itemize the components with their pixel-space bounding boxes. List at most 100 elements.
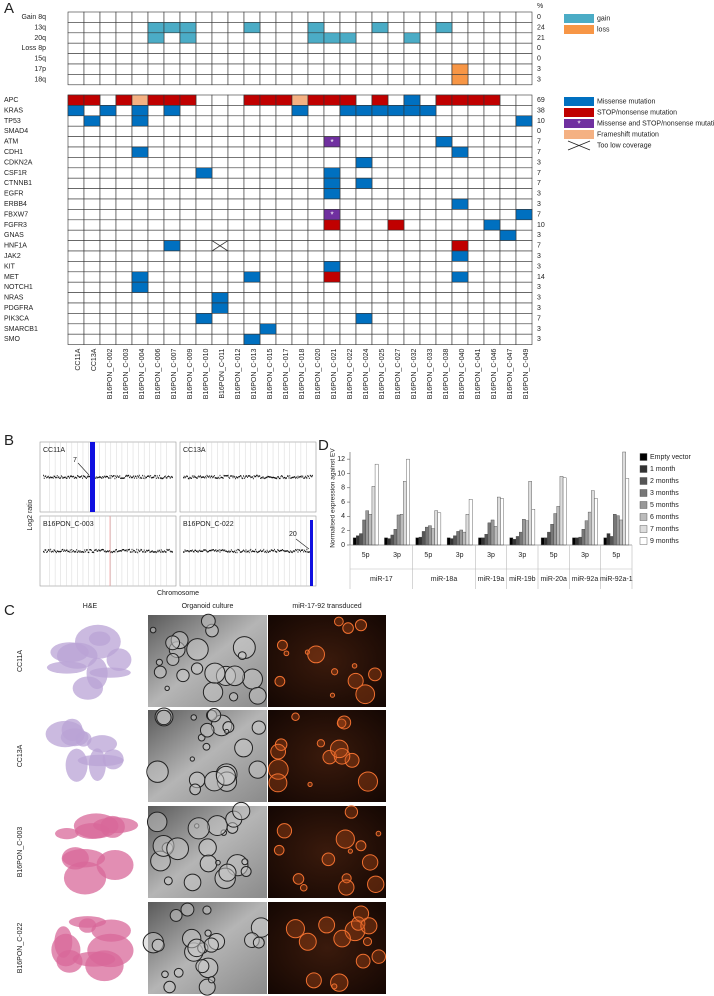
grid-cell xyxy=(387,333,405,345)
grid-cell xyxy=(67,74,85,86)
grid-cell xyxy=(259,240,277,252)
cell xyxy=(131,281,149,293)
grid-cell xyxy=(451,177,469,189)
bar xyxy=(553,513,558,546)
grid-cell xyxy=(323,240,341,252)
grid-cell xyxy=(355,125,373,137)
grid-cell xyxy=(291,323,309,335)
cell xyxy=(259,94,277,106)
grid-cell xyxy=(323,313,341,325)
grid-cell xyxy=(115,281,133,293)
grid-cell xyxy=(163,323,181,335)
row-label: CSF1R xyxy=(4,170,27,177)
annotation: 7 xyxy=(73,457,77,464)
grid-cell xyxy=(115,22,133,34)
grid-cell xyxy=(195,74,213,86)
grid-cell xyxy=(499,219,517,231)
fluorescent-organoid xyxy=(360,917,378,935)
row-label: MET xyxy=(4,274,20,281)
grid-cell xyxy=(163,74,181,86)
grid-cell xyxy=(275,271,293,283)
grid-cell xyxy=(243,74,261,86)
grid-cell xyxy=(419,240,437,252)
grid-cell xyxy=(291,115,309,127)
sample-label: B16PON_C-032 xyxy=(411,349,418,400)
grid-cell xyxy=(515,250,533,262)
row-label: Loss 8p xyxy=(21,45,46,52)
grid-cell xyxy=(179,125,197,137)
sample-label: B16PON_C-004 xyxy=(139,349,146,400)
grid-cell xyxy=(67,136,85,148)
grid-cell xyxy=(451,167,469,179)
grid-cell xyxy=(307,188,325,200)
bar xyxy=(359,533,363,546)
fluorescent-organoid xyxy=(347,672,364,689)
row-percent: 3 xyxy=(537,159,541,166)
row-percent: 7 xyxy=(537,139,541,146)
bar xyxy=(384,537,388,546)
legend-cross xyxy=(567,140,591,151)
grid-cell xyxy=(163,292,181,304)
grid-cell xyxy=(211,198,229,210)
grid-cell xyxy=(179,157,197,169)
bar xyxy=(622,451,626,546)
bar xyxy=(356,535,360,546)
grid-cell xyxy=(243,32,261,44)
cell xyxy=(355,157,373,169)
organoid xyxy=(228,692,239,702)
bar xyxy=(390,534,395,546)
sample-label: B16PON_C-003 xyxy=(123,349,130,400)
grid-cell xyxy=(259,271,277,283)
legend-swatch xyxy=(639,453,648,461)
bar xyxy=(399,514,404,546)
grid-cell xyxy=(211,167,229,179)
grid-cell xyxy=(451,209,469,221)
grid-cell xyxy=(371,313,389,325)
grid-cell xyxy=(195,42,213,54)
grid-cell xyxy=(387,22,405,34)
grid-cell xyxy=(211,32,229,44)
grid-cell xyxy=(483,198,501,210)
tissue xyxy=(63,861,107,895)
grid-cell xyxy=(99,219,117,231)
organoid xyxy=(190,662,204,675)
grid-cell xyxy=(451,157,469,169)
grid-cell xyxy=(339,63,357,75)
y-tick-label: 12 xyxy=(337,456,345,463)
grid-cell xyxy=(371,63,389,75)
grid-cell xyxy=(131,219,149,231)
grid-cell xyxy=(67,53,85,65)
legend-swatch xyxy=(564,97,594,106)
grid-cell xyxy=(243,146,261,158)
grid-cell xyxy=(83,302,101,314)
grid-cell xyxy=(307,323,325,335)
he-image xyxy=(55,813,139,895)
sample-label: B16PON_C-018 xyxy=(299,349,306,400)
grid-cell xyxy=(419,167,437,179)
row-label: KRAS xyxy=(4,107,23,114)
organoid xyxy=(241,668,263,690)
grid-cell xyxy=(227,157,245,169)
grid-cell xyxy=(339,74,357,86)
cell xyxy=(403,32,421,44)
grid-cell xyxy=(371,198,389,210)
grid-cell xyxy=(195,32,213,44)
grid-cell xyxy=(195,198,213,210)
grid-cell xyxy=(515,198,533,210)
bar xyxy=(437,512,442,546)
grid-cell xyxy=(195,125,213,137)
grid-cell xyxy=(211,209,229,221)
organoid xyxy=(189,783,202,796)
organoid xyxy=(176,668,190,683)
grid-cell xyxy=(355,74,373,86)
grid-cell xyxy=(67,167,85,179)
grid-cell xyxy=(115,250,133,262)
grid-cell xyxy=(243,167,261,179)
grid-cell xyxy=(227,74,245,86)
grid-cell xyxy=(339,157,357,169)
row-label: PIK3CA xyxy=(4,315,29,322)
grid-cell xyxy=(467,302,485,314)
grid-cell xyxy=(515,63,533,75)
fluorescent-organoid xyxy=(329,692,336,698)
cell-marker: * xyxy=(330,211,333,220)
